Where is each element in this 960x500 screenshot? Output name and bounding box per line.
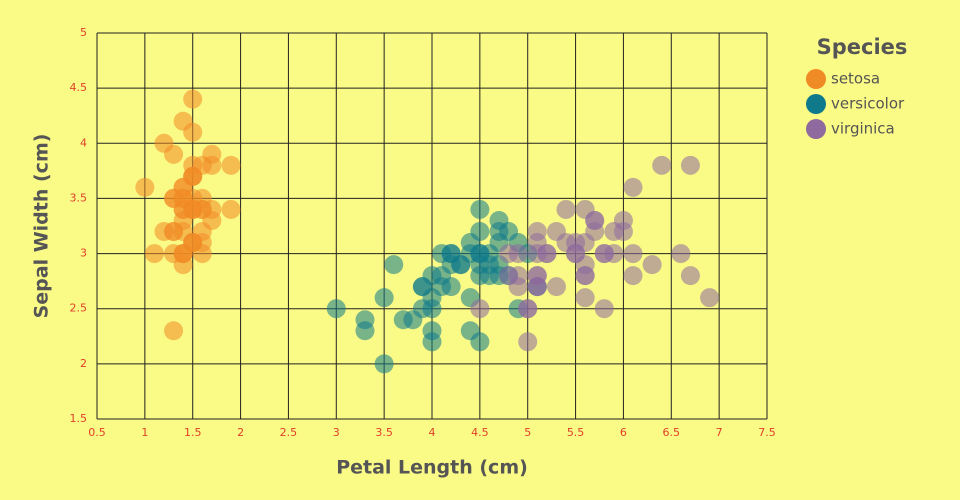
point <box>144 244 164 264</box>
point <box>575 233 595 253</box>
point <box>470 299 490 319</box>
point <box>432 266 452 286</box>
point <box>355 321 375 341</box>
point <box>173 244 193 264</box>
legend-label: setosa <box>831 70 880 88</box>
x-tick-label: 1.5 <box>184 426 202 439</box>
point <box>326 299 346 319</box>
point <box>700 288 720 308</box>
x-tick-label: 7.5 <box>758 426 776 439</box>
point <box>470 199 490 219</box>
x-tick-label: 2.5 <box>280 426 298 439</box>
y-tick-label: 4.5 <box>70 81 88 94</box>
x-tick-label: 6.5 <box>663 426 681 439</box>
point <box>546 277 566 297</box>
point <box>499 266 519 286</box>
legend-swatch <box>806 69 826 89</box>
point <box>680 155 700 175</box>
y-tick-label: 1.5 <box>70 412 88 425</box>
point <box>173 210 193 230</box>
x-tick-label: 4 <box>429 426 436 439</box>
point <box>527 277 547 297</box>
point <box>604 222 624 242</box>
y-tick-label: 2.5 <box>70 302 88 315</box>
point <box>623 266 643 286</box>
y-tick-label: 3 <box>80 247 87 260</box>
point <box>652 155 672 175</box>
point <box>460 321 480 341</box>
y-tick-label: 5 <box>80 26 87 39</box>
legend-swatch <box>806 119 826 139</box>
point <box>192 188 212 208</box>
x-tick-label: 3 <box>333 426 340 439</box>
point <box>575 266 595 286</box>
x-axis-title: Petal Length (cm) <box>336 457 528 479</box>
point <box>384 255 404 275</box>
x-tick-label: 4.5 <box>471 426 489 439</box>
point <box>183 89 203 109</box>
point <box>594 244 614 264</box>
x-tick-label: 1 <box>141 426 148 439</box>
y-tick-label: 3.5 <box>70 191 88 204</box>
point <box>221 155 241 175</box>
point <box>164 321 184 341</box>
y-axis-title: Sepal Width (cm) <box>31 134 53 319</box>
point <box>135 177 155 197</box>
legend-swatch <box>806 94 826 114</box>
point <box>451 255 471 275</box>
point <box>623 177 643 197</box>
x-tick-label: 0.5 <box>88 426 106 439</box>
legend-label: versicolor <box>831 95 905 113</box>
point <box>499 244 519 264</box>
point <box>422 332 442 352</box>
point <box>374 354 394 374</box>
point <box>374 288 394 308</box>
point <box>556 233 576 253</box>
x-tick-label: 6 <box>620 426 627 439</box>
y-tick-label: 2 <box>80 357 87 370</box>
x-tick-label: 5 <box>524 426 531 439</box>
point <box>479 244 499 264</box>
point <box>623 244 643 264</box>
point <box>556 199 576 219</box>
point <box>422 288 442 308</box>
point <box>164 188 184 208</box>
legend-label: virginica <box>831 120 895 138</box>
point <box>221 199 241 219</box>
point <box>585 210 605 230</box>
point <box>527 244 547 264</box>
point <box>518 299 538 319</box>
x-tick-label: 3.5 <box>375 426 393 439</box>
point <box>594 299 614 319</box>
x-tick-label: 7 <box>716 426 723 439</box>
point <box>642 255 662 275</box>
point <box>393 310 413 330</box>
point <box>183 166 203 186</box>
point <box>164 144 184 164</box>
point <box>671 244 691 264</box>
y-tick-label: 4 <box>80 136 87 149</box>
point <box>680 266 700 286</box>
x-tick-label: 2 <box>237 426 244 439</box>
legend-title: Species <box>817 35 908 59</box>
point <box>575 288 595 308</box>
point <box>518 332 538 352</box>
point <box>173 111 193 131</box>
x-tick-label: 5.5 <box>567 426 585 439</box>
